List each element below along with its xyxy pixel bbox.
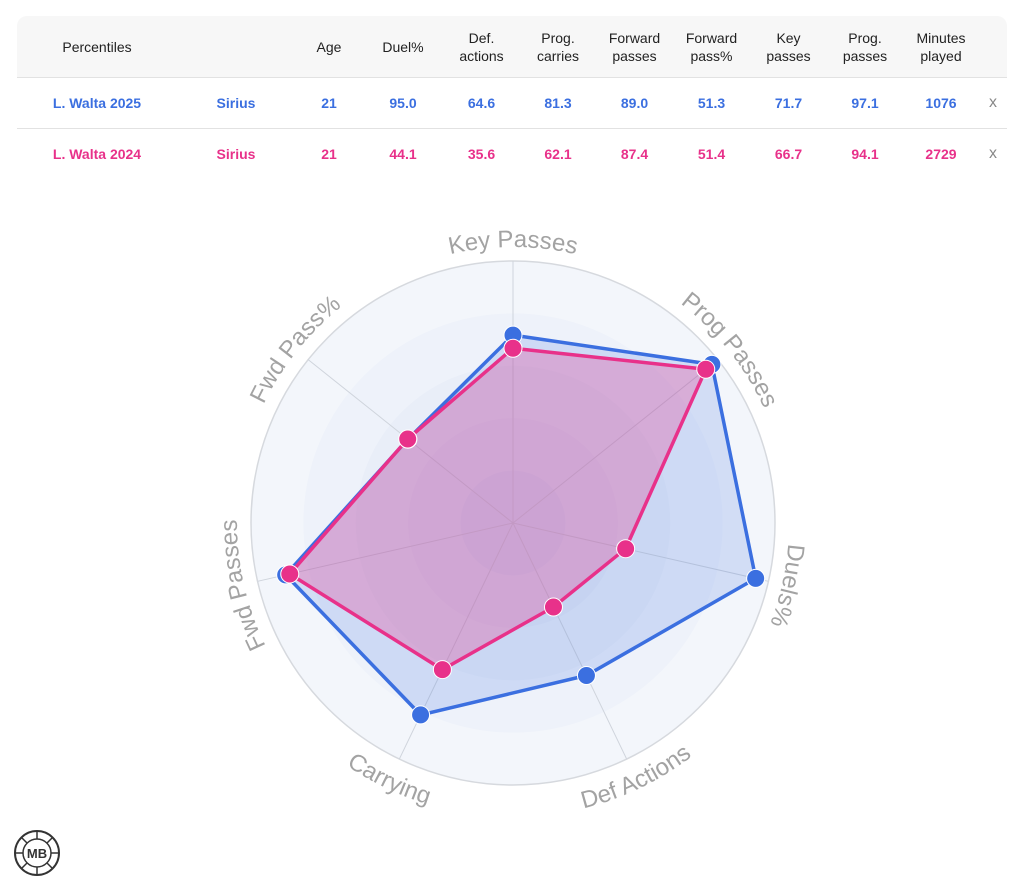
remove-player-button[interactable]: x <box>979 129 1007 180</box>
cell-minutes: 1076 <box>903 77 979 129</box>
header-forward-pass-pct[interactable]: Forward pass% <box>673 16 750 78</box>
header-minutes-line2: played <box>920 47 962 64</box>
data-point <box>696 359 716 379</box>
axis-label: Key Passes <box>446 226 580 260</box>
player-name[interactable]: L. Walta 2024 <box>52 146 142 162</box>
cell-prog-passes: 97.1 <box>827 77 903 129</box>
cell-age: 21 <box>321 146 337 162</box>
header-remove <box>979 16 1007 78</box>
header-team <box>177 16 295 78</box>
header-prog-passes-line2: passes <box>842 47 888 64</box>
header-def-actions-line1: Def. <box>468 29 495 46</box>
cell-def-actions: 35.6 <box>467 146 496 162</box>
cell-duel: 44.1 <box>389 146 417 162</box>
header-percentiles: Percentiles <box>17 16 177 78</box>
axis-label-text: Key Passes <box>446 226 580 260</box>
header-duel[interactable]: Duel% <box>363 16 443 78</box>
series-area <box>288 346 708 672</box>
player-row: L. Walta 2024 Sirius 21 44.1 35.6 62.1 8… <box>17 129 1007 180</box>
remove-player-button[interactable]: x <box>979 77 1007 129</box>
data-point <box>543 597 563 617</box>
header-key-passes-line2: passes <box>766 47 811 64</box>
comparison-table: Percentiles Age Duel% Def. actions Prog. c… <box>17 16 1007 179</box>
header-prog-passes-line1: Prog. <box>848 29 882 46</box>
team-name[interactable]: Sirius <box>177 77 295 129</box>
cell-forward-passes: 89.0 <box>596 77 673 129</box>
cell-def-actions: 64.6 <box>443 77 520 129</box>
close-icon[interactable]: x <box>989 145 997 162</box>
header-key-passes[interactable]: Key passes <box>750 16 827 78</box>
mb-logo: MB <box>14 830 60 876</box>
logo-text: MB <box>27 846 47 861</box>
header-def-actions-line2: actions <box>459 47 504 64</box>
cell-prog-passes: 94.1 <box>851 146 879 162</box>
data-point <box>746 568 766 588</box>
cell-duel: 95.0 <box>363 77 443 129</box>
data-point <box>411 705 431 725</box>
header-minutes-played[interactable]: Minutes played <box>903 16 979 78</box>
header-prog-carries-line2: carries <box>536 47 579 64</box>
player-name[interactable]: L. Walta 2025 <box>17 77 177 129</box>
player-row: L. Walta 2025 Sirius 21 95.0 64.6 81.3 8… <box>17 77 1007 129</box>
header-forward-passes-line1: Forward <box>608 29 661 46</box>
cell-forward-pass-pct: 51.3 <box>673 77 750 129</box>
radar-spoke <box>512 522 628 760</box>
cell-forward-pass-pct: 51.4 <box>697 146 726 162</box>
header-forward-passes-line2: passes <box>612 47 657 64</box>
cell-minutes: 2729 <box>925 146 957 162</box>
cell-age: 21 <box>295 77 363 129</box>
header-age[interactable]: Age <box>295 16 363 78</box>
header-forward-pass-pct-line1: Forward <box>685 29 738 46</box>
cell-key-passes: 66.7 <box>774 146 803 162</box>
header-forward-passes[interactable]: Forward passes <box>596 16 673 78</box>
cell-prog-carries: 81.3 <box>520 77 596 129</box>
cell-forward-passes: 87.4 <box>620 146 649 162</box>
radar-spoke <box>512 359 719 524</box>
radar-spoke <box>512 522 769 582</box>
data-point <box>398 429 418 449</box>
comparison-table-wrap: Percentiles Age Duel% Def. actions Prog. c… <box>17 16 1007 179</box>
radar-spoke <box>257 522 514 582</box>
data-point <box>616 539 636 559</box>
cell-prog-carries: 62.1 <box>544 146 572 162</box>
header-forward-pass-pct-line2: pass% <box>690 47 733 64</box>
close-icon[interactable]: x <box>989 94 997 111</box>
header-minutes-line1: Minutes <box>916 29 966 46</box>
header-key-passes-line1: Key <box>776 29 801 46</box>
header-def-actions[interactable]: Def. actions <box>443 16 520 78</box>
data-point <box>432 660 452 680</box>
data-point <box>503 338 523 358</box>
data-point <box>576 665 596 685</box>
header-prog-passes[interactable]: Prog. passes <box>827 16 903 78</box>
header-prog-carries-line1: Prog. <box>541 29 575 46</box>
team-name[interactable]: Sirius <box>216 146 256 162</box>
data-point <box>280 564 300 584</box>
cell-key-passes: 71.7 <box>750 77 827 129</box>
header-prog-carries[interactable]: Prog. carries <box>520 16 596 78</box>
header-row: Percentiles Age Duel% Def. actions Prog. c… <box>17 16 1007 78</box>
